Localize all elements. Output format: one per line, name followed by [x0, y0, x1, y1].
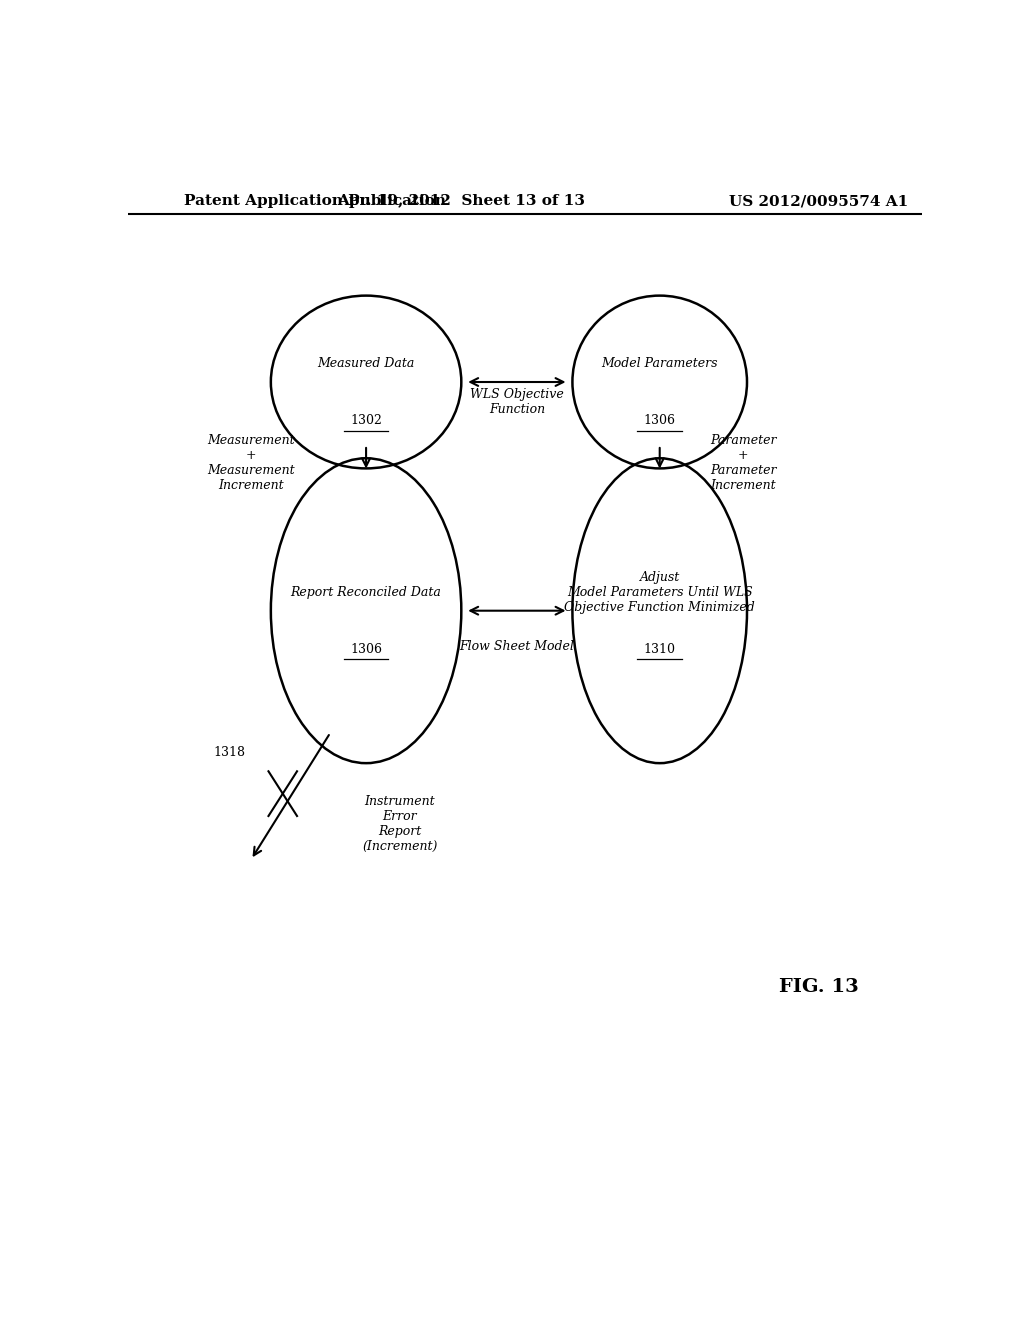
Text: Parameter
+
Parameter
Increment: Parameter + Parameter Increment	[710, 434, 776, 492]
Text: 1318: 1318	[214, 747, 246, 759]
Text: 1310: 1310	[644, 643, 676, 656]
Text: Apr. 19, 2012  Sheet 13 of 13: Apr. 19, 2012 Sheet 13 of 13	[337, 194, 586, 209]
Text: Patent Application Publication: Patent Application Publication	[183, 194, 445, 209]
Text: Report Reconciled Data: Report Reconciled Data	[291, 586, 441, 599]
Text: 1306: 1306	[644, 414, 676, 428]
Text: 1306: 1306	[350, 643, 382, 656]
Text: Model Parameters: Model Parameters	[601, 358, 718, 370]
Text: Adjust
Model Parameters Until WLS
Objective Function Minimized: Adjust Model Parameters Until WLS Object…	[564, 572, 755, 614]
Text: Flow Sheet Model: Flow Sheet Model	[460, 640, 574, 653]
Text: WLS Objective
Function: WLS Objective Function	[470, 388, 564, 416]
Text: 1302: 1302	[350, 414, 382, 428]
Text: FIG. 13: FIG. 13	[778, 978, 858, 995]
Text: Measured Data: Measured Data	[317, 358, 415, 370]
Text: Measurement
+
Measurement
Increment: Measurement + Measurement Increment	[207, 434, 295, 492]
Text: Instrument
Error
Report
(Increment): Instrument Error Report (Increment)	[362, 795, 437, 853]
Text: US 2012/0095574 A1: US 2012/0095574 A1	[729, 194, 908, 209]
